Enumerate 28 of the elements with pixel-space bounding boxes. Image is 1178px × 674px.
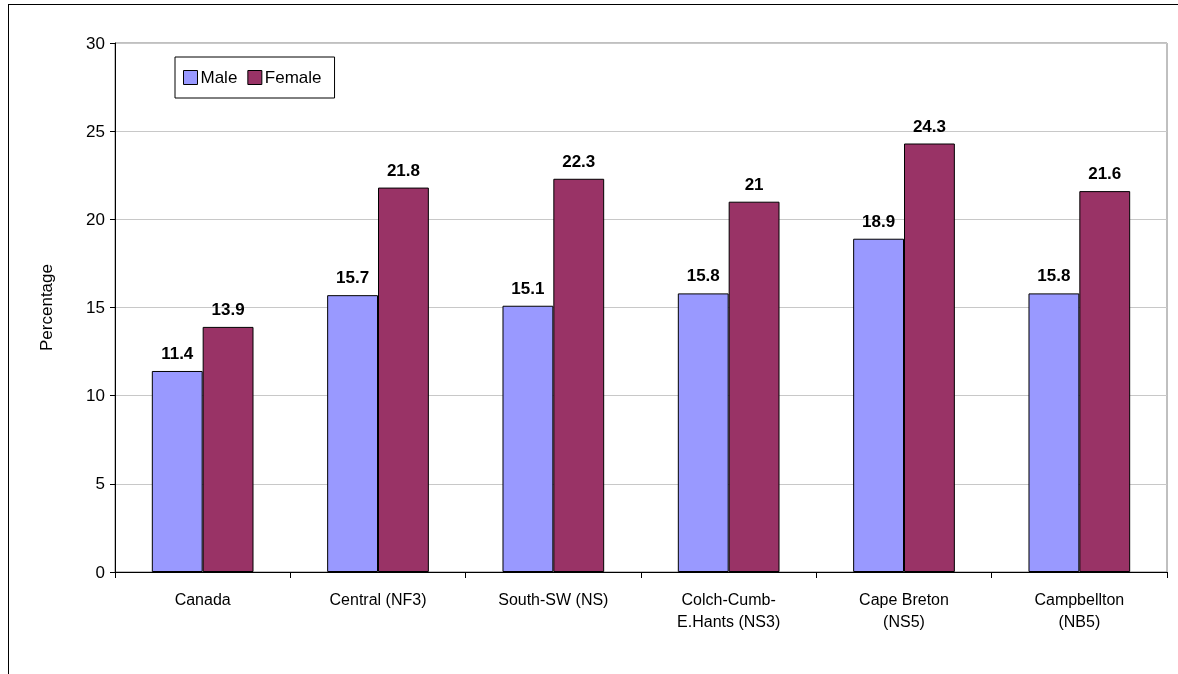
- x-tick-label: Colch-Cumb-E.Hants (NS3): [677, 590, 781, 630]
- data-label: 21.8: [386, 160, 420, 180]
- y-axis-title: Percentage: [37, 264, 56, 351]
- x-tick-label: Cape Breton (NS5): [859, 590, 949, 630]
- data-label: 15.8: [686, 266, 720, 286]
- y-tick-label: 0: [95, 562, 105, 582]
- x-tick-label: Campbellton (NB5): [1034, 590, 1125, 630]
- legend-label: Female: [264, 68, 322, 87]
- data-label: 13.9: [211, 299, 245, 319]
- data-label: 21.6: [1088, 164, 1122, 184]
- data-label: 21: [744, 174, 764, 194]
- x-tick-label: South-SW (NS): [498, 590, 609, 608]
- data-label: 15.8: [1037, 266, 1071, 286]
- x-tick-label: Central (NF3): [329, 590, 427, 608]
- y-tick-label: 20: [86, 209, 105, 229]
- x-tick-label: Canada: [174, 590, 231, 608]
- y-tick-label: 25: [86, 121, 105, 141]
- data-label: 18.9: [862, 211, 896, 231]
- y-tick-label: 15: [86, 298, 105, 317]
- legend-label: Male: [200, 68, 238, 87]
- data-label: 24.3: [912, 116, 946, 136]
- y-tick-label: 30: [86, 33, 105, 53]
- data-label: 11.4: [161, 343, 194, 363]
- y-tick-label: 10: [86, 386, 105, 406]
- y-tick-label: 5: [95, 474, 105, 494]
- data-label: 15.1: [511, 278, 545, 298]
- data-label: 15.7: [336, 268, 370, 288]
- data-label: 22.3: [562, 151, 596, 171]
